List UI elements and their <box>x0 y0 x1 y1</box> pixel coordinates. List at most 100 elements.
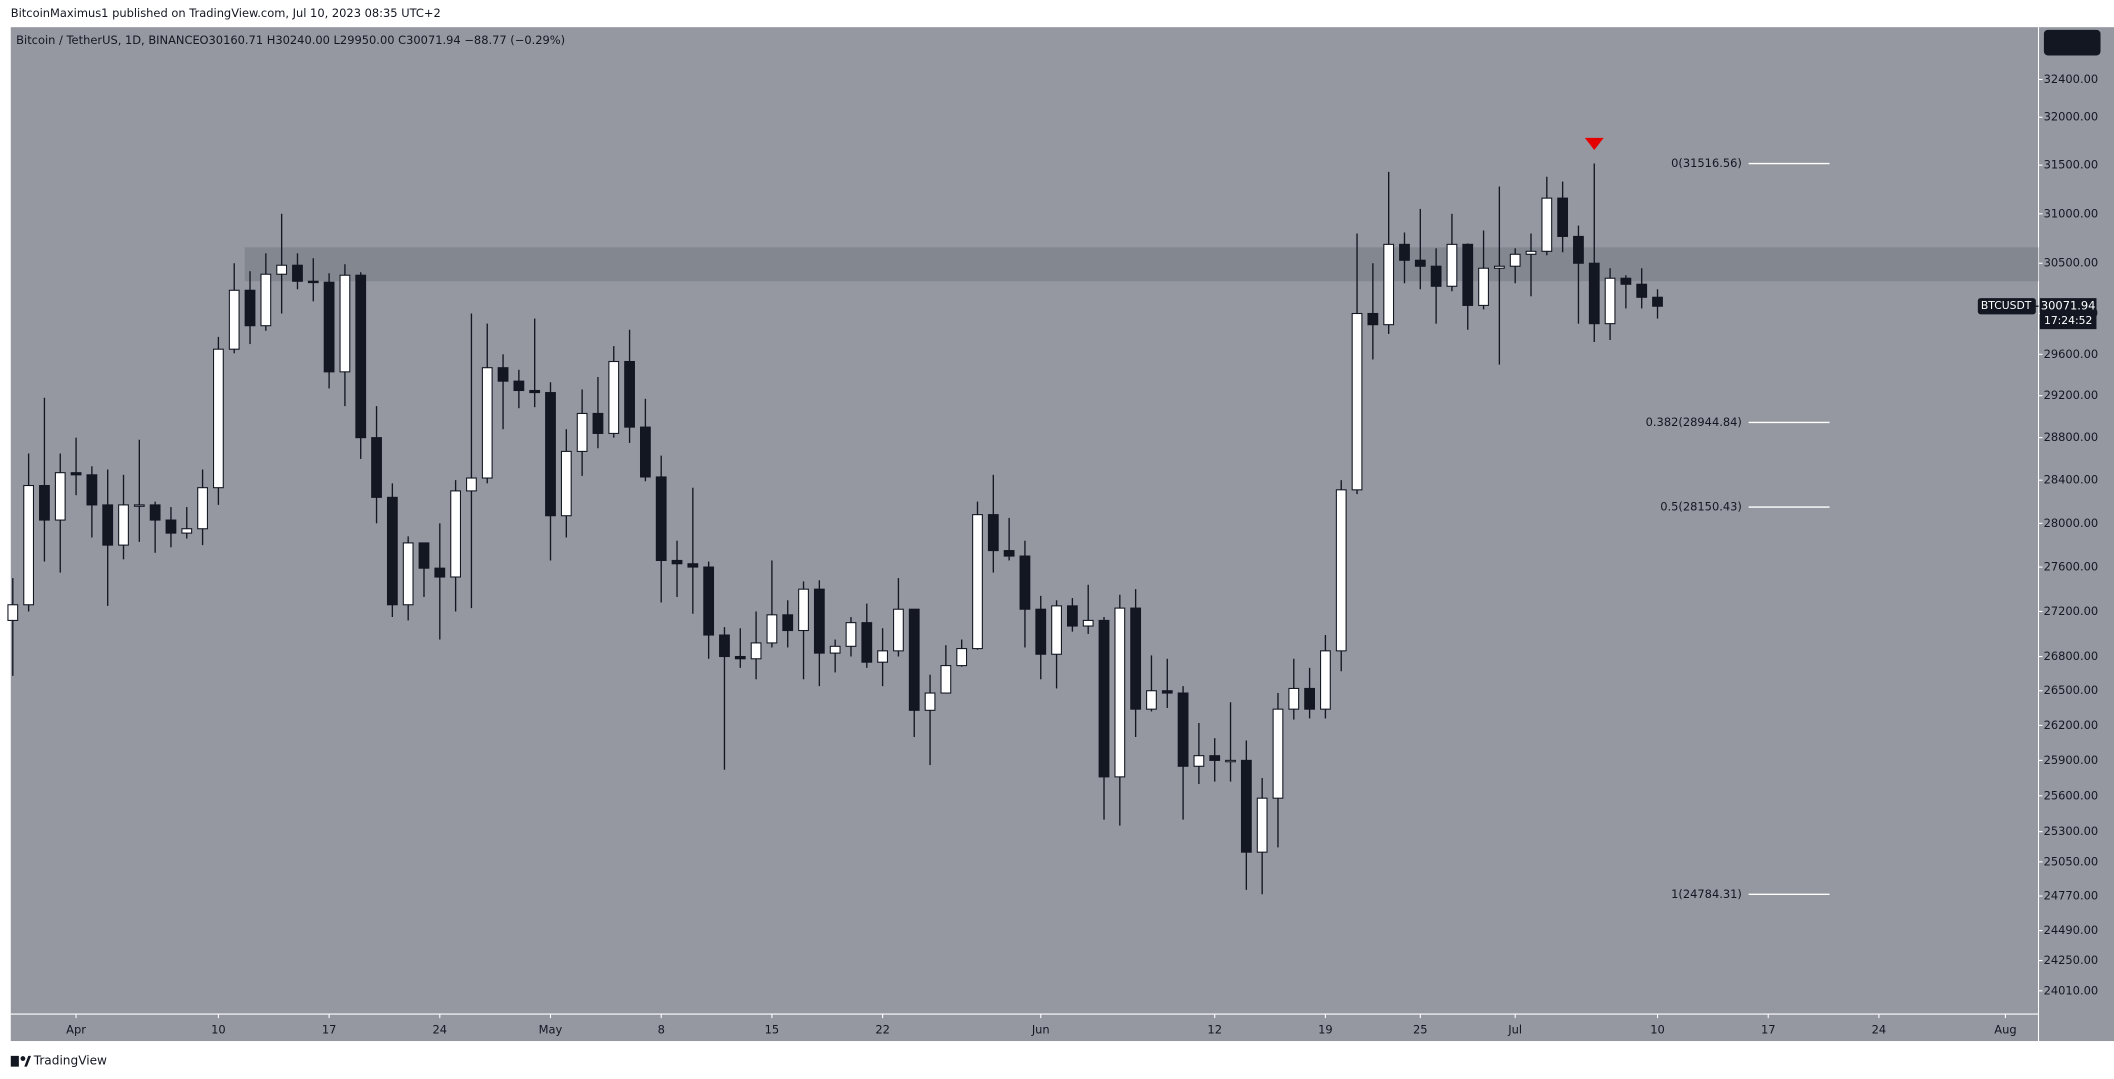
price-tick-label: 24490.00 <box>2044 923 2099 937</box>
candle-body <box>940 665 952 694</box>
candle-body <box>466 477 477 492</box>
candle-body <box>782 614 794 632</box>
candle-body <box>1351 312 1363 491</box>
price-tick-label: 25900.00 <box>2044 753 2099 767</box>
candle-body <box>1430 265 1442 287</box>
price-tick-label: 26800.00 <box>2044 649 2099 663</box>
time-tick-label: 15 <box>765 1023 780 1037</box>
price-tick-label: 28800.00 <box>2044 430 2099 444</box>
candle-body <box>323 281 335 373</box>
candle-body <box>1541 197 1553 252</box>
candle-body <box>1525 250 1537 255</box>
candle-body <box>1272 708 1284 799</box>
candle-body <box>481 367 493 479</box>
resistance-zone <box>244 247 2039 282</box>
candle-body <box>1462 243 1474 306</box>
candle-body <box>1604 277 1616 325</box>
candle-body <box>1082 619 1094 627</box>
price-tick-label: 31000.00 <box>2044 206 2099 220</box>
fib-label: 0.382(28944.84) <box>1646 415 1742 429</box>
candle-body <box>1573 235 1584 264</box>
candle-body <box>877 650 889 663</box>
candle-body <box>497 367 509 382</box>
candle-body <box>1335 489 1347 652</box>
candle-body <box>1256 797 1268 853</box>
candle-body <box>1177 692 1189 767</box>
price-tick-label: 24010.00 <box>2044 983 2099 997</box>
time-tick-label: Apr <box>66 1023 86 1037</box>
time-tick-label: 19 <box>1318 1023 1333 1037</box>
time-tick-label: 17 <box>322 1023 337 1037</box>
candle-body <box>576 412 588 452</box>
candle-body <box>418 542 430 569</box>
candle-body <box>70 472 82 476</box>
candle-body <box>829 645 841 654</box>
fib-label: 0(31516.56) <box>1671 156 1742 170</box>
candle-body <box>908 608 920 711</box>
time-tick-label: Aug <box>1994 1023 2016 1037</box>
price-tag <box>2039 298 2097 330</box>
candle-body <box>118 504 129 546</box>
fib-label: 1(24784.31) <box>1671 887 1742 901</box>
candle-body <box>1620 277 1632 285</box>
price-tick-label: 29600.00 <box>2044 347 2099 361</box>
candle-body <box>102 504 114 546</box>
plot-bg <box>10 27 2039 1015</box>
candle-body <box>529 389 541 394</box>
candle-body <box>1383 243 1395 326</box>
signal-marker <box>1584 137 1604 151</box>
price-tick-label: 30500.00 <box>2044 256 2099 270</box>
price-axis-bg <box>2038 27 2114 1042</box>
footer-brand: TradingView <box>33 1054 107 1068</box>
price-tick-label: 26200.00 <box>2044 718 2099 732</box>
candle-body <box>956 648 968 667</box>
candle-body <box>1066 605 1078 627</box>
candle-body <box>1509 253 1521 267</box>
candle-body <box>355 274 367 439</box>
candle-body <box>687 563 699 568</box>
symbol-title: Bitcoin / TetherUS, 1D, BINANCE <box>16 33 200 47</box>
candle-body <box>655 476 667 562</box>
ohlc-legend: O30160.71 H30240.00 L29950.00 C30071.94 … <box>200 33 566 47</box>
candle-body <box>1414 259 1426 267</box>
candle-body <box>1098 619 1110 778</box>
candle-body <box>545 392 556 517</box>
candle-body <box>1051 605 1062 655</box>
time-tick-label: 12 <box>1207 1023 1222 1037</box>
candle-body <box>734 655 746 660</box>
candle-body <box>813 588 825 654</box>
candle-body <box>86 474 98 506</box>
candle-body <box>1320 650 1331 710</box>
candle-body <box>608 360 620 434</box>
candle-body <box>1446 243 1458 287</box>
candle-body <box>402 542 414 606</box>
time-tick-label: 17 <box>1761 1023 1776 1037</box>
candle-body <box>924 692 936 711</box>
candle-body <box>987 514 999 552</box>
tv-logo <box>10 1055 32 1067</box>
price-tick-label: 26500.00 <box>2044 683 2099 697</box>
candle-body <box>213 348 224 489</box>
toolbar-button[interactable] <box>2043 29 2101 56</box>
candle-body <box>1288 687 1300 710</box>
candle-body <box>893 608 904 652</box>
candle-body <box>1035 608 1047 655</box>
candle-body <box>307 280 319 284</box>
candle-body <box>1304 687 1315 710</box>
candle-body <box>149 504 161 521</box>
time-tick-label: 8 <box>658 1023 665 1037</box>
price-tick-label: 29200.00 <box>2044 388 2099 402</box>
candle-body <box>624 360 635 428</box>
time-tick-label: 24 <box>433 1023 448 1037</box>
price-tick-label: 27200.00 <box>2044 604 2099 618</box>
candle-body <box>165 519 177 534</box>
price-tick-label: 28400.00 <box>2044 473 2099 487</box>
time-axis-bg <box>10 1014 2039 1042</box>
price-tick-label: 28000.00 <box>2044 516 2099 530</box>
candle-body <box>434 567 446 578</box>
time-tick-label: 25 <box>1413 1023 1428 1037</box>
time-tick-label: 24 <box>1872 1023 1887 1037</box>
price-tick-label: 24770.00 <box>2044 889 2099 903</box>
candle-body <box>1367 312 1379 326</box>
candle-body <box>133 504 145 507</box>
